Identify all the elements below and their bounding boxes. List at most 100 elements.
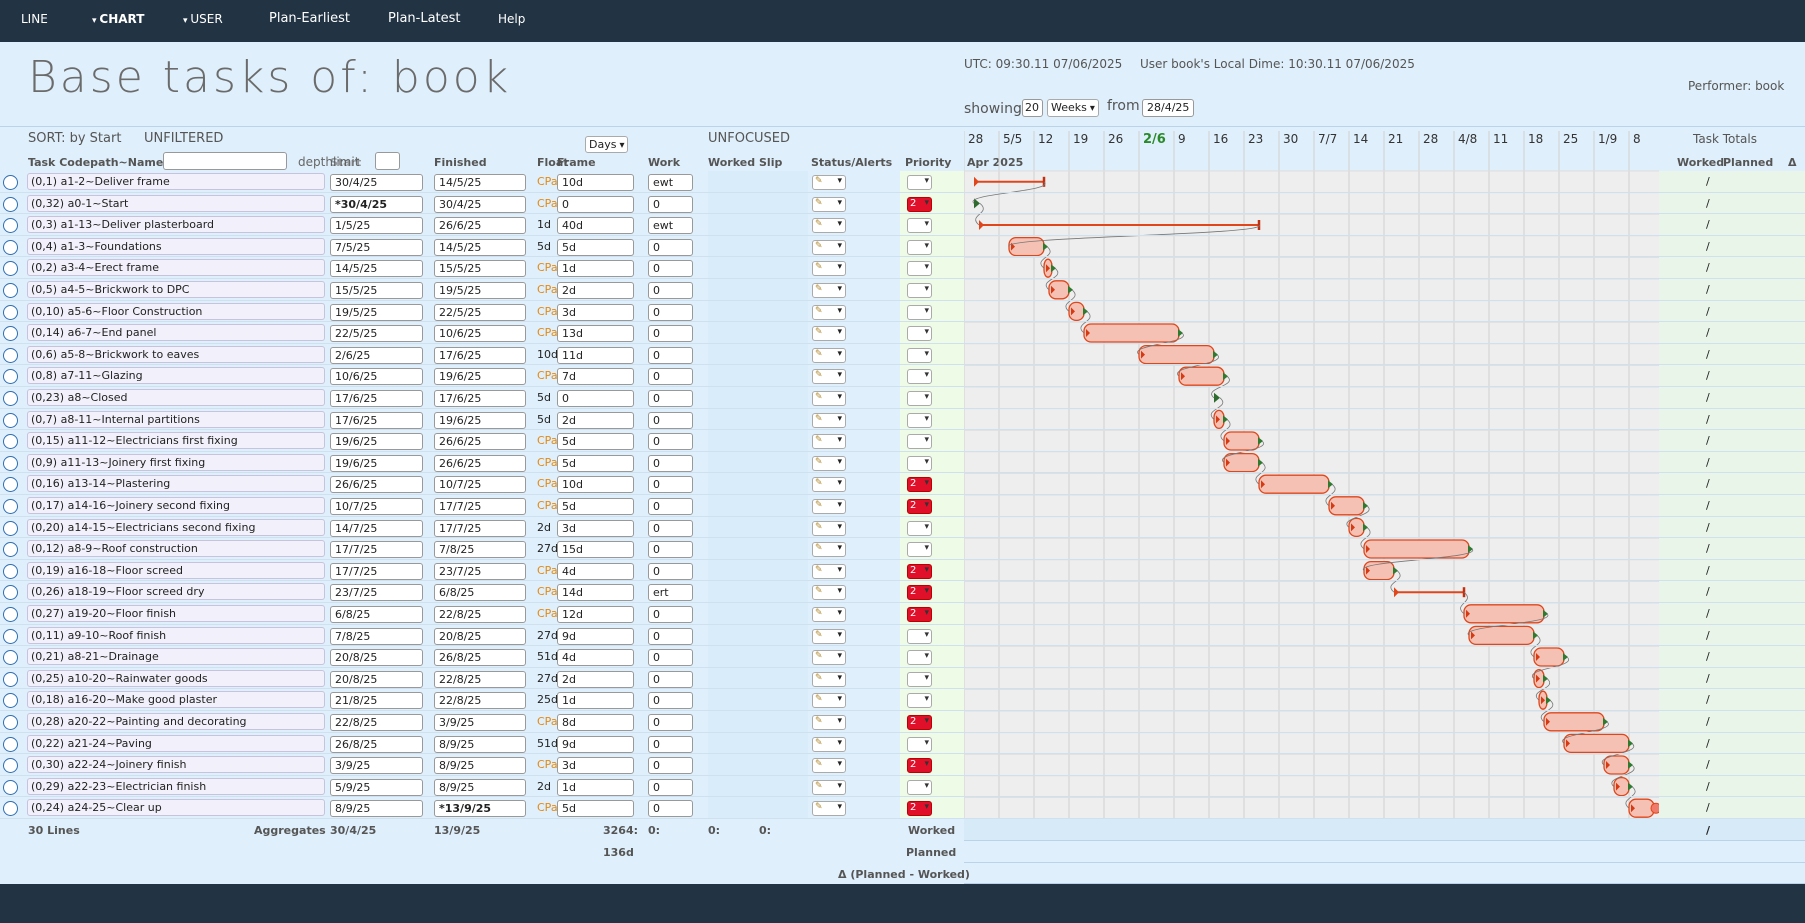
priority-select[interactable] [907, 693, 932, 709]
work-input[interactable]: 0 [648, 390, 693, 407]
nav-plan-earliest[interactable]: Plan-Earliest [269, 11, 350, 26]
task-name-cell[interactable]: (0,2) a3-4~Erect frame [27, 259, 325, 277]
work-input[interactable]: 0 [648, 476, 693, 494]
start-date-input[interactable]: 17/6/25 [330, 411, 423, 429]
work-input[interactable]: 0 [648, 562, 693, 580]
frame-input[interactable]: 7d [557, 368, 634, 386]
start-date-input[interactable]: 20/8/25 [330, 649, 423, 667]
task-name-cell[interactable]: (0,12) a8-9~Roof construction [27, 540, 325, 558]
select-radio[interactable] [3, 585, 18, 601]
nav-user[interactable]: ▾ USER [183, 12, 223, 26]
work-input[interactable]: 0 [648, 735, 693, 753]
task-name-cell[interactable]: (0,23) a8~Closed [27, 389, 325, 406]
frame-input[interactable]: 2d [557, 282, 634, 299]
status-select[interactable]: ✎ [812, 779, 846, 795]
showing-unit-select[interactable]: Weeks [1047, 99, 1099, 117]
select-radio[interactable] [3, 715, 18, 730]
frame-input[interactable]: 1d [557, 260, 634, 278]
status-select[interactable]: ✎ [812, 283, 846, 298]
nav-help[interactable]: Help [498, 12, 526, 26]
work-input[interactable]: 0 [648, 757, 693, 775]
status-select[interactable]: ✎ [812, 671, 846, 687]
frame-input[interactable]: 4d [557, 649, 634, 667]
finished-date-input[interactable]: 26/6/25 [434, 217, 526, 235]
task-name-cell[interactable]: (0,30) a22-24~Joinery finish [27, 756, 325, 774]
select-radio[interactable] [3, 283, 18, 298]
work-input[interactable]: 0 [648, 433, 693, 451]
priority-select[interactable] [907, 391, 932, 406]
filter-label[interactable]: UNFILTERED [144, 131, 224, 146]
work-input[interactable]: 0 [648, 778, 693, 796]
status-select[interactable]: ✎ [812, 369, 846, 385]
start-date-input[interactable]: 3/9/25 [330, 757, 423, 775]
select-radio[interactable] [3, 650, 18, 666]
task-name-cell[interactable]: (0,20) a14-15~Electricians second fixing [27, 518, 325, 536]
finished-date-input[interactable]: 14/5/25 [434, 238, 526, 256]
finished-date-input[interactable]: 8/9/25 [434, 735, 526, 753]
priority-select[interactable]: 2 [907, 585, 932, 601]
finished-date-input[interactable]: 22/5/25 [434, 303, 526, 321]
col-status[interactable]: Status/Alerts [811, 156, 893, 169]
start-date-input[interactable]: 19/6/25 [330, 433, 423, 451]
finished-date-input[interactable]: 26/6/25 [434, 433, 526, 451]
select-radio[interactable] [3, 347, 18, 363]
priority-select[interactable]: 2 [907, 801, 932, 817]
task-name-cell[interactable]: (0,26) a18-19~Floor screed dry [27, 583, 325, 601]
col-worked[interactable]: Worked [708, 156, 756, 169]
task-name-cell[interactable]: (0,9) a11-13~Joinery first fixing [27, 453, 325, 471]
frame-input[interactable]: 0 [557, 390, 634, 407]
task-name-cell[interactable]: (0,11) a9-10~Roof finish [27, 626, 325, 644]
status-select[interactable]: ✎ [812, 563, 846, 579]
sort-label[interactable]: SORT: by Start [28, 131, 122, 146]
task-name-cell[interactable]: (0,21) a8-21~Drainage [27, 648, 325, 666]
priority-select[interactable] [907, 542, 932, 558]
priority-select[interactable]: 2 [907, 715, 932, 730]
task-name-cell[interactable]: (0,16) a13-14~Plastering [27, 475, 325, 493]
finished-date-input[interactable]: 22/8/25 [434, 692, 526, 710]
status-select[interactable]: ✎ [812, 261, 846, 277]
start-date-input[interactable]: 22/8/25 [330, 714, 423, 731]
priority-select[interactable]: 2 [907, 758, 932, 774]
work-input[interactable]: ewt [648, 174, 693, 191]
finished-date-input[interactable]: *13/9/25 [434, 800, 526, 818]
work-input[interactable]: 0 [648, 800, 693, 818]
priority-select[interactable] [907, 628, 932, 644]
finished-date-input[interactable]: 22/8/25 [434, 670, 526, 688]
frame-input[interactable]: 2d [557, 411, 634, 429]
select-radio[interactable] [3, 369, 18, 385]
finished-date-input[interactable]: 10/6/25 [434, 325, 526, 343]
work-input[interactable]: 0 [648, 670, 693, 688]
finished-date-input[interactable]: 30/4/25 [434, 195, 526, 213]
task-name-cell[interactable]: (0,17) a14-16~Joinery second fixing [27, 497, 325, 514]
select-radio[interactable] [3, 801, 18, 817]
work-input[interactable]: 0 [648, 714, 693, 731]
select-radio[interactable] [3, 412, 18, 428]
work-input[interactable]: 0 [648, 260, 693, 278]
frame-input[interactable]: 10d [557, 174, 634, 191]
start-date-input[interactable]: 20/8/25 [330, 670, 423, 688]
select-radio[interactable] [3, 779, 18, 795]
start-date-input[interactable]: 26/8/25 [330, 735, 423, 753]
start-date-input[interactable]: 15/5/25 [330, 282, 423, 299]
finished-date-input[interactable]: 23/7/25 [434, 562, 526, 580]
finished-date-input[interactable]: 20/8/25 [434, 627, 526, 645]
task-name-cell[interactable]: (0,32) a0-1~Start [27, 194, 325, 212]
nav-plan-latest[interactable]: Plan-Latest [388, 11, 461, 26]
finished-date-input[interactable]: 19/6/25 [434, 411, 526, 429]
start-date-input[interactable]: 8/9/25 [330, 800, 423, 818]
task-name-cell[interactable]: (0,28) a20-22~Painting and decorating [27, 713, 325, 730]
priority-select[interactable] [907, 175, 932, 190]
finished-date-input[interactable]: 14/5/25 [434, 174, 526, 191]
focus-label[interactable]: UNFOCUSED [708, 131, 791, 146]
priority-select[interactable] [907, 369, 932, 385]
frame-input[interactable]: 3d [557, 757, 634, 775]
col-task[interactable]: Task Codepath~Name [28, 156, 164, 169]
start-date-input[interactable]: 17/6/25 [330, 390, 423, 407]
frame-input[interactable]: 5d [557, 454, 634, 472]
start-date-input[interactable]: 21/8/25 [330, 692, 423, 710]
task-name-cell[interactable]: (0,27) a19-20~Floor finish [27, 605, 325, 622]
finished-date-input[interactable]: 17/7/25 [434, 519, 526, 537]
frame-input[interactable]: 3d [557, 519, 634, 537]
priority-select[interactable]: 2 [907, 607, 932, 622]
priority-select[interactable] [907, 326, 932, 342]
